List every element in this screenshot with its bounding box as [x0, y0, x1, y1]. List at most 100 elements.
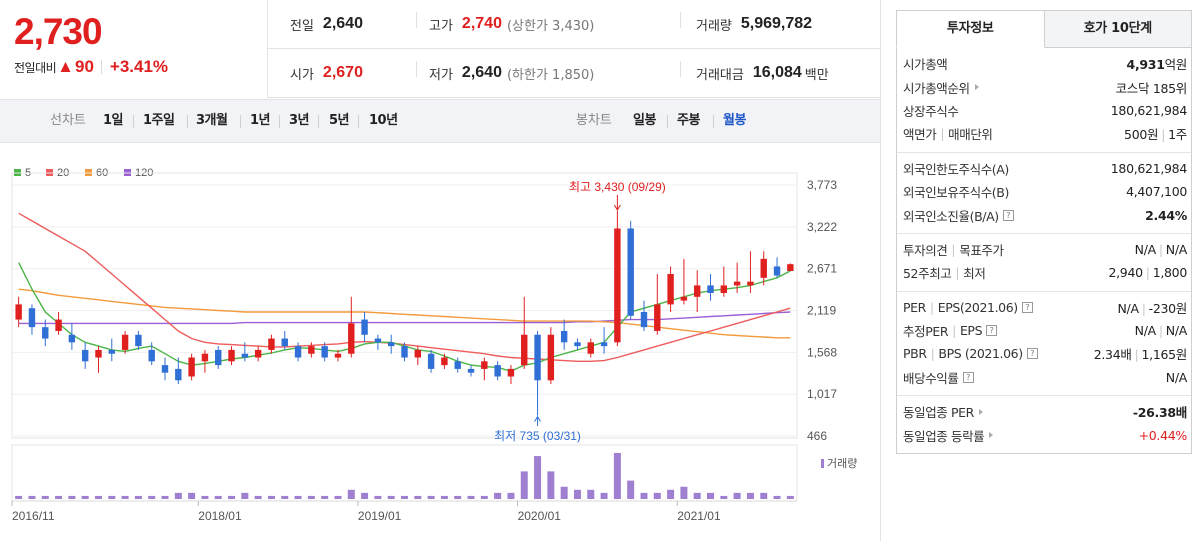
- line-chart-label: 선차트: [50, 113, 86, 128]
- volume-bar: [720, 495, 728, 499]
- chevron-right-icon: [974, 84, 979, 91]
- info-row: 상장주식수 180,621,984: [903, 99, 1187, 122]
- info-label: PER | EPS(2021.06)?: [903, 300, 1033, 315]
- candle-body: [361, 319, 368, 335]
- price-change-line: 전일대비 ▲ 90 +3.41%: [14, 57, 267, 77]
- volume-bar: [600, 492, 608, 499]
- volume-bar: [573, 489, 581, 499]
- candle-body: [108, 349, 115, 354]
- divider: |: [1158, 241, 1163, 257]
- divider: |: [1161, 127, 1166, 143]
- stat-low: 저가 2,640 (하한가 1,850): [429, 49, 594, 97]
- info-label[interactable]: 시가총액순위: [903, 78, 979, 97]
- x-axis: 2016/11 2018/01 2019/01 2020/01 2021/01: [11, 500, 797, 523]
- volume-bar: [640, 492, 648, 499]
- info-value-text: 1,165원: [1141, 347, 1188, 363]
- info-label[interactable]: 동일업종 PER: [903, 402, 983, 421]
- y-tick-label: 3,773: [807, 178, 837, 192]
- divider: |: [1141, 300, 1146, 316]
- candle-body: [454, 361, 461, 369]
- help-icon[interactable]: ?: [1002, 209, 1014, 221]
- monthly-candle-button[interactable]: 월봉: [723, 113, 746, 128]
- info-value: 4,931억원: [1126, 54, 1188, 73]
- period-1d-button[interactable]: 1일: [103, 113, 124, 128]
- stat-label: 저가: [429, 67, 453, 83]
- candle-body: [467, 368, 475, 373]
- candle-body: [707, 285, 714, 294]
- period-1y-button[interactable]: 1년: [250, 113, 271, 128]
- info-label-text: 투자의견: [903, 242, 948, 258]
- volume-bar: [746, 492, 754, 499]
- volume-bar: [613, 453, 621, 499]
- candlesticks: [15, 211, 794, 416]
- y-tick-label: 2,119: [807, 304, 836, 318]
- info-value: 4,407,100: [1126, 184, 1187, 200]
- volume-bar: [281, 495, 289, 499]
- info-label: 추정PER | EPS?: [903, 321, 998, 340]
- stats-row-2: 시가 2,670 저가 2,640 (하한가 1,850) 거래대금 16,08…: [268, 49, 880, 98]
- volume-bar: [547, 471, 555, 499]
- help-icon[interactable]: ?: [1021, 301, 1033, 313]
- volume-bar: [361, 492, 369, 499]
- volume-legend-swatch: [821, 459, 824, 468]
- foreign-ratio-value: 2.44%: [1145, 207, 1187, 223]
- info-row: 시가총액 4,931억원: [903, 52, 1187, 75]
- candle-body: [427, 353, 435, 369]
- info-label-text: 액면가: [903, 127, 937, 143]
- info-value-text: 1주: [1168, 127, 1187, 143]
- info-label: 시가총액: [903, 57, 948, 73]
- divider: [100, 60, 102, 74]
- low-label: 최저 735 (03/31): [494, 429, 581, 443]
- period-1w-button[interactable]: 1주일: [143, 113, 175, 128]
- divider: [416, 61, 417, 77]
- period-3m-button[interactable]: 3개월: [196, 113, 228, 128]
- divider: [667, 115, 668, 128]
- candle-body: [600, 342, 608, 347]
- volume-bar: [427, 495, 435, 499]
- info-value: 코스닥 185위: [1115, 80, 1188, 96]
- candle-body: [228, 349, 235, 362]
- info-value-text: N/A: [1165, 323, 1188, 339]
- info-value: 180,621,984: [1110, 160, 1188, 176]
- weekly-candle-button[interactable]: 주봉: [677, 113, 700, 128]
- period-3y-button[interactable]: 3년: [289, 113, 310, 128]
- help-icon[interactable]: ?: [1026, 348, 1038, 360]
- divider: [240, 115, 241, 128]
- x-tick-label: 2016/11: [12, 509, 55, 523]
- y-tick-label: 3,222: [807, 220, 837, 234]
- volume-bar: [55, 495, 63, 499]
- info-label[interactable]: 동일업종 등락률: [903, 426, 994, 445]
- help-icon[interactable]: ?: [962, 371, 974, 383]
- volume-bar: [81, 495, 89, 499]
- chart-period-toolbar: 선차트 1일 1주일 3개월 1년 3년 5년 10년 봉차트 일봉 주봉 월봉: [0, 99, 880, 143]
- volume-bar: [15, 495, 23, 499]
- daily-candle-button[interactable]: 일봉: [633, 113, 656, 128]
- volume-bar: [653, 492, 661, 499]
- candle-body: [494, 365, 501, 377]
- candle-body: [281, 338, 288, 347]
- volume-bar: [733, 492, 741, 499]
- candle-body: [148, 349, 155, 362]
- market-cap-value: 4,931: [1126, 57, 1165, 73]
- volume-bar: [267, 495, 275, 499]
- help-icon[interactable]: ?: [986, 325, 998, 337]
- chevron-right-icon: [989, 432, 994, 439]
- volume-bar: [693, 492, 701, 499]
- candle-body: [42, 327, 49, 339]
- tab-investment-info[interactable]: 투자정보: [896, 10, 1045, 48]
- stat-high: 고가 2,740 (상한가 3,430): [429, 0, 594, 48]
- volume-bar: [587, 489, 595, 499]
- period-10y-button[interactable]: 10년: [369, 113, 398, 128]
- period-5y-button[interactable]: 5년: [329, 113, 350, 128]
- change-value: 90: [75, 57, 94, 76]
- info-value-text: -230원: [1148, 300, 1188, 316]
- tab-order-book[interactable]: 호가 10단계: [1044, 10, 1192, 48]
- volume-bar: [680, 486, 688, 499]
- y-tick-label: 466: [807, 429, 827, 443]
- x-tick-label: 2019/01: [358, 509, 402, 523]
- volume-bar: [148, 495, 156, 499]
- candle-body: [387, 342, 395, 347]
- volume-bar: [68, 495, 76, 499]
- volume-bar: [401, 495, 408, 499]
- divider: [358, 115, 359, 128]
